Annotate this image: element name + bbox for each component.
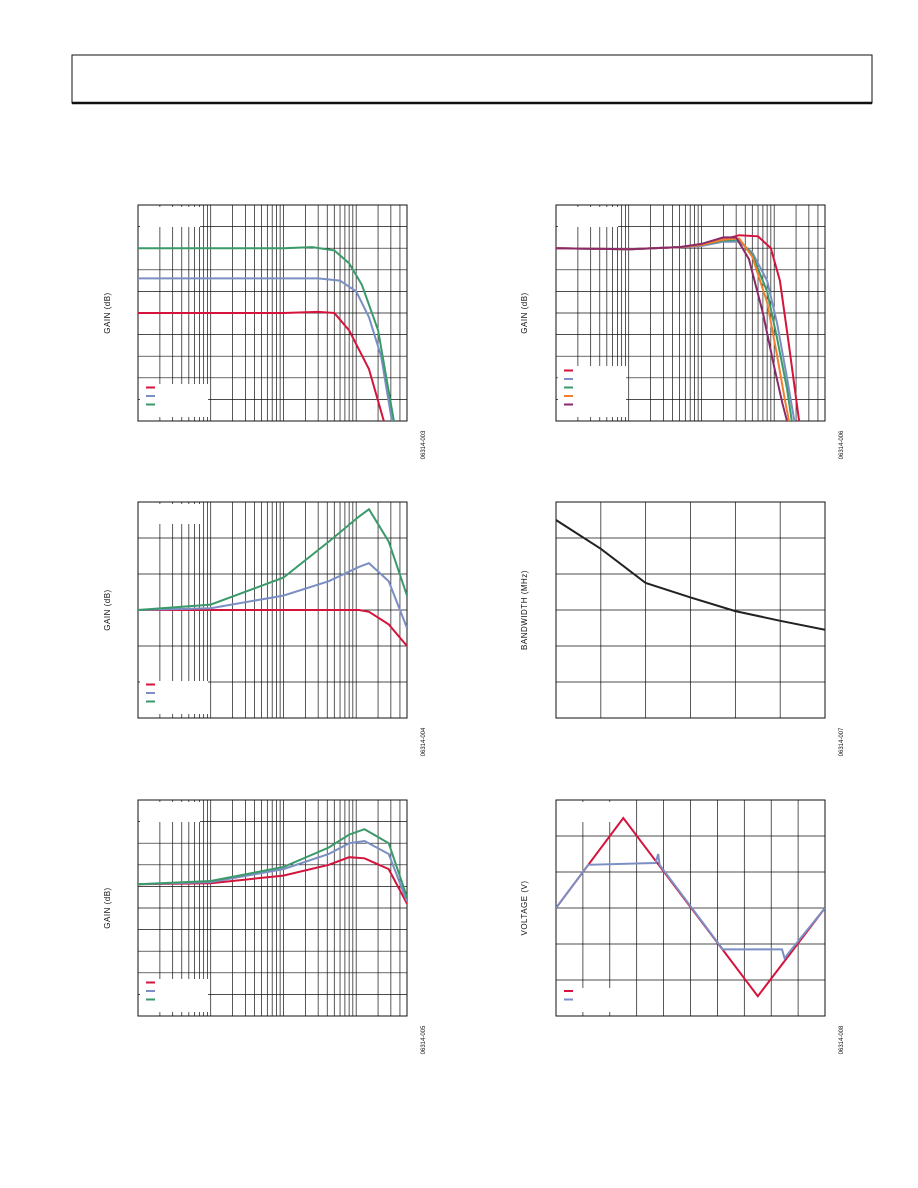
plot-frame (137, 799, 408, 1017)
series-line (556, 853, 825, 961)
legend-box (140, 384, 208, 417)
series-line (138, 246, 395, 421)
figure-code: 06314-003 (421, 430, 427, 459)
annotation-box (558, 802, 618, 822)
annotation-box (558, 207, 618, 227)
y-axis-label: GAIN (dB) (103, 887, 112, 928)
annotation-box (140, 207, 200, 227)
series-line (138, 856, 407, 905)
y-axis-label: BANDWIDTH (MHz) (520, 570, 529, 650)
y-axis-label: GAIN (dB) (103, 292, 112, 333)
series-line (138, 310, 385, 421)
header-box (71, 54, 873, 104)
series-line (138, 562, 407, 629)
series-line (138, 839, 407, 902)
figure-code: 06314-005 (421, 1025, 427, 1054)
y-axis-label: GAIN (dB) (103, 589, 112, 630)
annotation-box (140, 504, 200, 524)
plot-frame (555, 204, 826, 422)
series-line (138, 277, 393, 421)
plot-frame (555, 501, 826, 719)
series-line (138, 609, 407, 647)
legend-box (140, 681, 208, 714)
figure-code: 06314-006 (839, 430, 845, 459)
legend-box (558, 366, 626, 417)
series-line (138, 828, 407, 898)
figure-code: 06314-004 (421, 727, 427, 756)
series-line (556, 519, 825, 631)
y-axis-label: GAIN (dB) (520, 292, 529, 333)
series-line (556, 236, 788, 421)
y-axis-label: VOLTAGE (V) (520, 881, 529, 936)
series-line (138, 507, 407, 611)
legend-box (140, 979, 208, 1012)
annotation-box (140, 802, 200, 822)
figure-code: 06314-008 (839, 1025, 845, 1054)
figure-code: 06314-007 (839, 727, 845, 756)
